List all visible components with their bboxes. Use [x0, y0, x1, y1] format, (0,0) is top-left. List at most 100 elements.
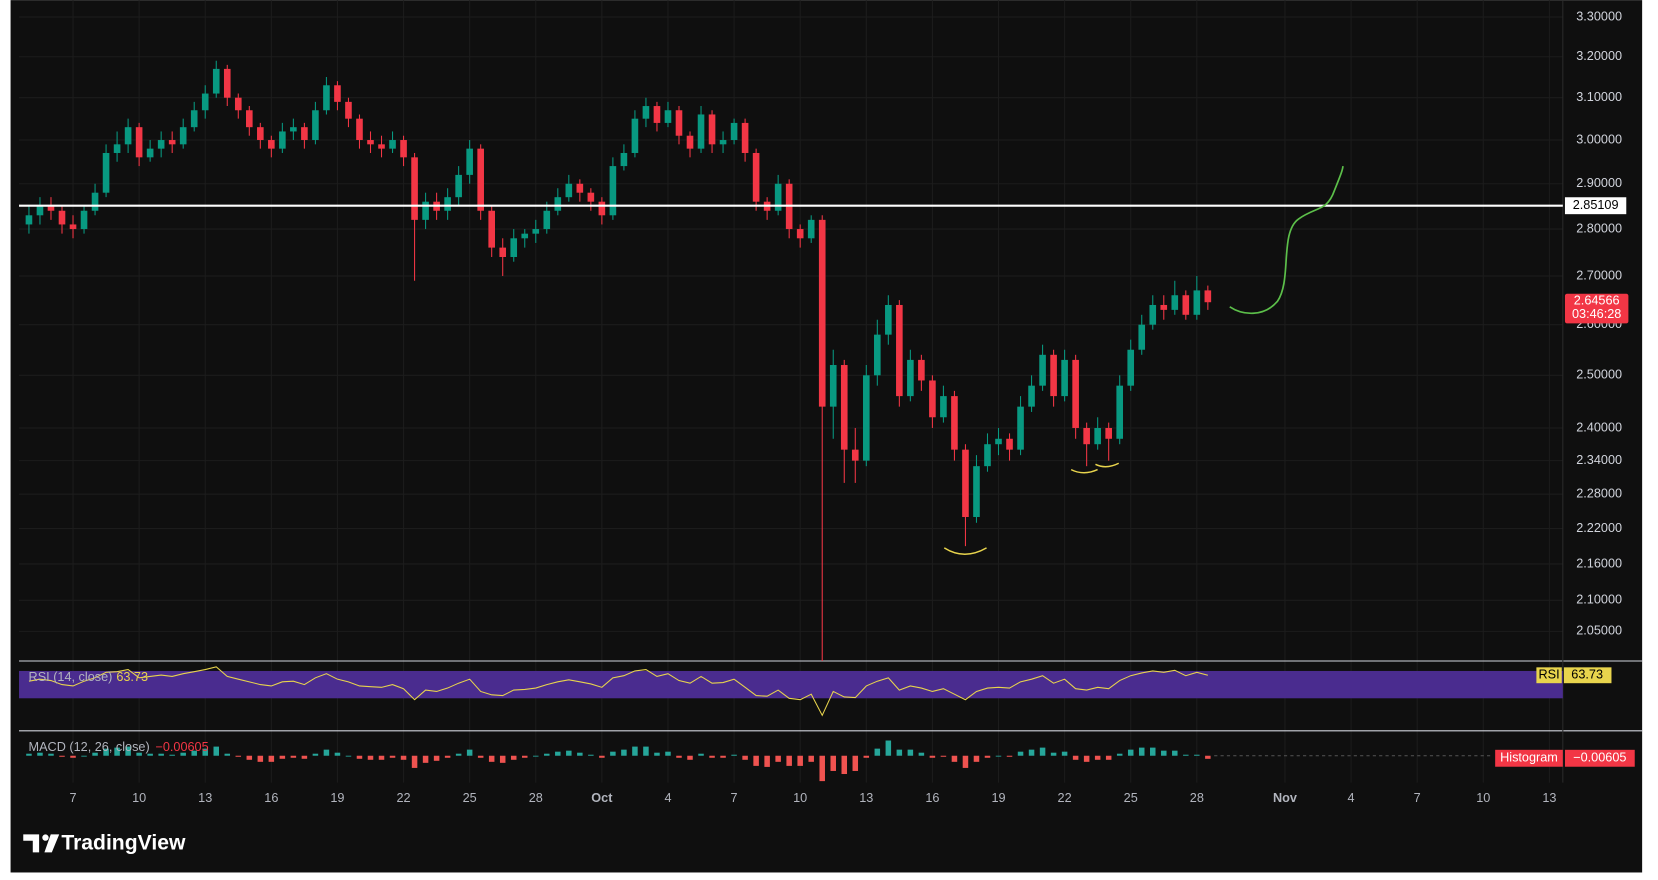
macd-histogram-bar	[125, 746, 131, 756]
y-tick-label: 2.70000	[1576, 268, 1622, 282]
macd-histogram-bar	[1150, 747, 1156, 756]
candle-body	[796, 229, 804, 239]
candle-body	[984, 444, 991, 467]
candle-body	[642, 106, 650, 119]
drawn-arc	[943, 547, 987, 555]
candle-body	[840, 365, 848, 450]
macd-histogram-bar	[521, 755, 528, 758]
macd-histogram-bar	[610, 751, 616, 756]
candle-body	[257, 127, 264, 141]
candle-body	[1061, 359, 1068, 397]
macd-histogram-bar	[422, 755, 429, 763]
macd-histogram-bar	[488, 755, 495, 762]
macd-histogram-bar	[632, 746, 638, 756]
rsi-band	[19, 670, 1563, 699]
candle-body	[587, 192, 595, 202]
candle-body	[400, 140, 407, 158]
x-tick-label: 16	[264, 791, 278, 805]
drawn-projection	[1229, 166, 1344, 315]
candle-body	[488, 210, 495, 248]
macd-histogram-bar	[1183, 754, 1189, 756]
candle-body	[565, 183, 573, 198]
macd-histogram-bar	[918, 752, 925, 756]
y-tick-label: 3.20000	[1576, 49, 1622, 63]
candle-body	[1028, 385, 1035, 407]
macd-histogram-bar	[984, 755, 991, 758]
macd-histogram-bar	[1072, 755, 1079, 760]
x-tick-label: 13	[859, 791, 873, 805]
macd-histogram-bar	[1006, 755, 1013, 757]
candle-body	[1193, 290, 1201, 315]
candle-body	[422, 201, 429, 220]
candle-body	[25, 215, 33, 225]
y-tick-label: 3.00000	[1576, 132, 1622, 146]
macd-histogram-bar	[819, 755, 825, 782]
x-tick-label: 10	[132, 791, 146, 805]
candle-body	[69, 224, 77, 230]
histogram-value: −0.00605	[1573, 751, 1626, 765]
macd-histogram-bar	[1127, 749, 1134, 756]
macd-histogram-bar	[1061, 751, 1068, 756]
macd-histogram-bar	[378, 755, 385, 760]
candle-body	[929, 380, 936, 418]
candle-body	[818, 219, 826, 407]
macd-histogram-bar	[1172, 750, 1178, 756]
candle-body	[201, 93, 209, 111]
macd-histogram-bar	[400, 755, 407, 760]
candle-body	[345, 101, 352, 119]
macd-histogram-bar	[191, 750, 197, 756]
candle-body	[301, 127, 308, 141]
macd-histogram-bar	[863, 755, 870, 758]
candle-body	[686, 135, 694, 149]
macd-histogram-bar	[1083, 755, 1090, 762]
macd-histogram-bar	[643, 746, 649, 756]
candle-body	[1039, 354, 1046, 386]
macd-histogram-bar	[852, 755, 859, 771]
candle-body	[113, 144, 121, 153]
macd-histogram-bar	[720, 755, 726, 758]
candle-body	[234, 97, 242, 111]
candle-body	[532, 229, 540, 234]
candle-body	[1116, 385, 1124, 439]
rsi-tag: RSI	[1539, 668, 1560, 682]
macd-histogram-bar	[345, 755, 352, 757]
macd-histogram-bar	[764, 755, 770, 767]
candle-body	[1050, 354, 1057, 397]
x-tick-label: 22	[1058, 791, 1072, 805]
macd-histogram-bar	[808, 755, 814, 762]
macd-histogram-bar	[1194, 754, 1200, 756]
candle-body	[323, 85, 330, 111]
rsi-value-box	[1563, 667, 1612, 684]
rsi-tag-box	[1536, 667, 1562, 684]
macd-histogram-bar	[180, 752, 186, 756]
macd-histogram-bar	[1017, 751, 1024, 756]
macd-histogram-bar	[1205, 755, 1211, 759]
x-tick-label: 28	[1190, 791, 1204, 805]
macd-histogram-bar	[312, 753, 319, 756]
candle-body	[664, 110, 672, 123]
candle-body	[620, 152, 628, 167]
candle-body	[719, 140, 727, 145]
rsi-axis-value: 63.73	[1571, 668, 1603, 682]
x-tick-label: 22	[396, 791, 410, 805]
candle-body	[1083, 427, 1090, 445]
candle-body	[631, 118, 639, 153]
candle-body	[510, 238, 518, 258]
candle-body	[124, 127, 132, 145]
macd-histogram-bar	[753, 755, 759, 766]
candle-body	[851, 449, 859, 461]
macd-histogram-bar	[136, 752, 142, 756]
candle-body	[58, 210, 66, 225]
macd-histogram-bar	[841, 755, 848, 775]
macd-histogram-bar	[356, 755, 363, 759]
candle-body	[907, 359, 914, 397]
candle-body	[862, 375, 870, 461]
logo-text: TradingView	[61, 832, 186, 855]
y-tick-label: 3.10000	[1576, 90, 1622, 104]
candle-body	[730, 122, 738, 141]
macd-histogram-bar	[213, 746, 220, 756]
drawn-arc	[1070, 468, 1098, 474]
candle-body	[245, 110, 253, 128]
candle-body	[741, 122, 749, 153]
